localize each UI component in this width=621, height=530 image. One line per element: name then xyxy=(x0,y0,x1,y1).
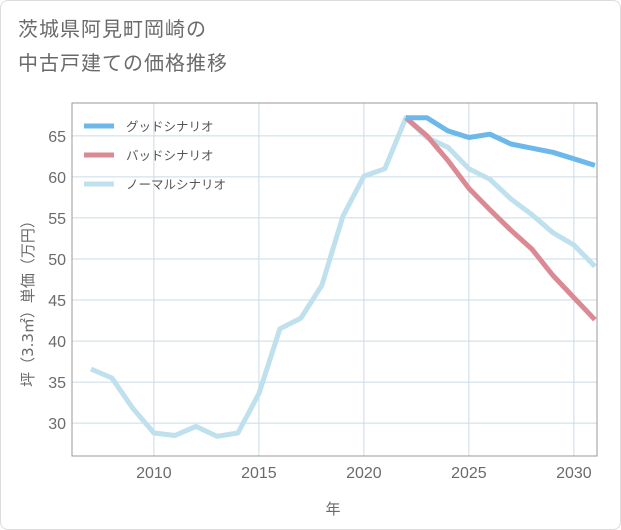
legend-label-bad: バッドシナリオ xyxy=(126,148,214,163)
x-tick-label-2010: 2010 xyxy=(136,465,172,482)
x-axis-label: 年 xyxy=(325,500,340,518)
x-tick-label-2020: 2020 xyxy=(346,465,382,482)
y-axis-label: 坪（3.3㎡）単価（万円） xyxy=(19,213,37,387)
y-tick-label-40: 40 xyxy=(48,334,66,351)
y-tick-label-30: 30 xyxy=(48,416,66,433)
y-tick-label-45: 45 xyxy=(48,293,66,310)
y-tick-label-50: 50 xyxy=(48,252,66,269)
y-tick-label-55: 55 xyxy=(48,211,66,228)
series-line-normal xyxy=(89,115,597,439)
grid xyxy=(72,103,597,456)
chart-title: 茨城県阿見町岡崎の 中古戸建ての価格推移 xyxy=(18,12,228,80)
y-tick-label-35: 35 xyxy=(48,375,66,392)
x-tick-label-2030: 2030 xyxy=(556,465,592,482)
chart-title-line-1: 茨城県阿見町岡崎の xyxy=(18,17,207,41)
x-tick-label-2015: 2015 xyxy=(241,465,277,482)
chart-title-line-2: 中古戸建ての価格推移 xyxy=(18,51,228,75)
y-tick-label-60: 60 xyxy=(48,170,66,187)
y-tick-label-65: 65 xyxy=(48,129,66,146)
plot-area-frame xyxy=(71,102,598,457)
x-tick-label-2025: 2025 xyxy=(451,465,487,482)
legend-label-good: グッドシナリオ xyxy=(126,119,214,134)
tick-labels: 30 35 40 45 50 55 60 65 2010 2015 2020 2025 2030 xyxy=(48,129,592,482)
series-line-good xyxy=(405,115,596,168)
series-lines xyxy=(89,115,597,439)
legend-label-normal: ノーマルシナリオ xyxy=(126,177,226,192)
series-line-bad xyxy=(404,115,597,322)
